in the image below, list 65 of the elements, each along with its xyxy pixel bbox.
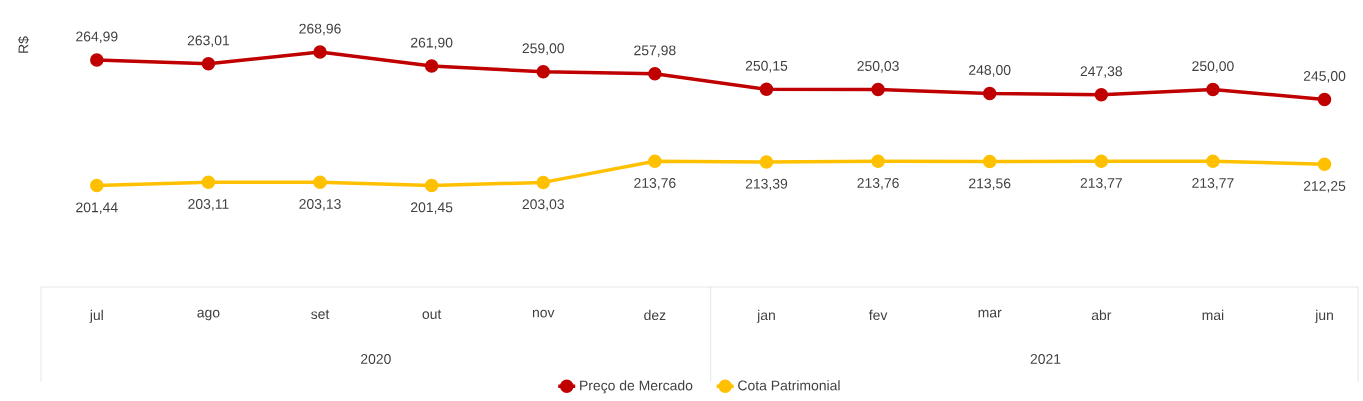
text: 2020 — [361, 354, 391, 364]
data-label: 213,76 — [857, 178, 899, 190]
legend-label: Preço de Mercado — [580, 380, 693, 394]
point — [871, 154, 885, 168]
x-tick-label: ago — [197, 309, 220, 321]
point — [90, 178, 104, 193]
point — [201, 57, 216, 71]
point — [424, 178, 439, 193]
x-tick-label: nov — [532, 309, 555, 318]
point — [759, 82, 774, 96]
data-label: 257,98 — [634, 45, 676, 57]
x-tick-label: dez — [644, 309, 666, 321]
data-label: 212,25 — [1303, 181, 1346, 193]
point — [313, 175, 327, 189]
data-label: 250,15 — [745, 60, 788, 73]
data-label: 263,01 — [187, 35, 230, 47]
data-label: 203,03 — [522, 199, 564, 211]
point — [1206, 82, 1220, 97]
data-label: 201,44 — [76, 202, 118, 214]
x-tick-label: set — [311, 309, 330, 320]
data-label: 213,77 — [1080, 178, 1122, 190]
point — [201, 175, 216, 189]
point — [759, 155, 774, 169]
data-label: 203,13 — [299, 199, 341, 211]
point — [536, 65, 550, 79]
point — [648, 154, 662, 168]
point — [424, 59, 439, 73]
point — [982, 154, 997, 169]
data-label: 268,96 — [299, 23, 341, 36]
data-label: 213,76 — [634, 178, 676, 190]
data-label: 245,00 — [1303, 71, 1346, 83]
data-label: 213,56 — [969, 178, 1011, 190]
data-label: 261,90 — [411, 37, 453, 50]
x-tick-label: jun — [1314, 309, 1333, 323]
data-label: 250,00 — [1192, 61, 1234, 73]
data-label: 247,38 — [1080, 66, 1123, 78]
x-tick-label: abr — [1091, 309, 1112, 321]
point — [1094, 154, 1109, 168]
point — [871, 82, 885, 97]
point — [1206, 154, 1220, 168]
y-axis-title: R$ — [17, 36, 30, 53]
x-tick-label: mar — [978, 309, 1002, 318]
data-label: 213,77 — [1192, 178, 1234, 190]
text: 2021 — [1030, 354, 1061, 364]
point — [536, 175, 550, 190]
point — [1317, 157, 1332, 171]
data-label: 203,11 — [188, 199, 229, 211]
point — [313, 45, 327, 59]
data-label: 201,45 — [411, 202, 453, 214]
data-label: 259,00 — [522, 43, 565, 55]
x-tick-label: jan — [756, 309, 775, 323]
data-label: 248,00 — [969, 65, 1011, 77]
x-tick-label: fev — [868, 309, 888, 321]
point — [1317, 92, 1332, 107]
point — [90, 53, 104, 67]
point — [1094, 87, 1109, 102]
point — [982, 86, 997, 101]
data-label: 264,99 — [76, 31, 118, 44]
x-tick-label: jul — [89, 309, 103, 323]
data-label: 213,39 — [745, 178, 788, 191]
data-label: 250,03 — [857, 61, 899, 73]
x-tick-label: out — [422, 309, 442, 320]
legend-label: Cota Patrimonial — [738, 380, 840, 391]
point — [648, 67, 662, 81]
x-tick-label: mai — [1202, 309, 1224, 321]
